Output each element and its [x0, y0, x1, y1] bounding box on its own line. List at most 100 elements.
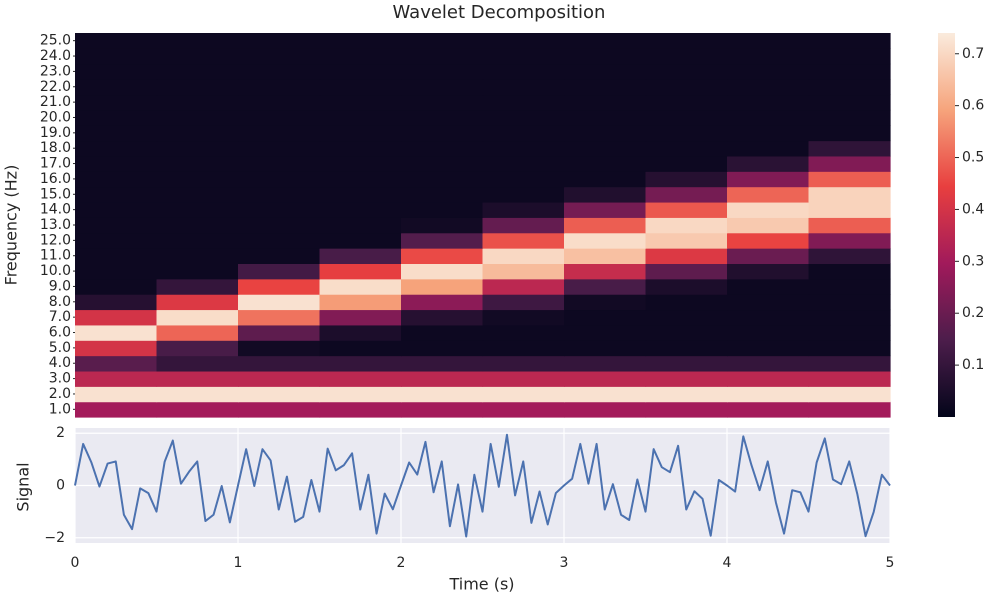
y-tick-label: 12.0 — [40, 232, 71, 248]
heatmap-cell — [401, 370, 484, 387]
y-tick-label: 11.0 — [40, 248, 71, 264]
heatmap-cell — [75, 386, 158, 403]
heatmap-cell — [727, 370, 810, 387]
heatmap-cell — [401, 263, 484, 280]
heatmap-cell — [482, 94, 565, 111]
heatmap-cell — [808, 94, 891, 111]
heatmap-cell — [727, 386, 810, 403]
heatmap-cell — [727, 94, 810, 111]
heatmap-cell — [727, 201, 810, 218]
heatmap-cell — [75, 232, 158, 249]
heatmap-cell — [564, 155, 647, 172]
heatmap-cell — [75, 171, 158, 188]
heatmap-cell — [808, 324, 891, 341]
heatmap-cell — [645, 248, 728, 264]
chart-title: Wavelet Decomposition — [393, 2, 606, 23]
heatmap-cell — [75, 340, 158, 357]
heatmap-cell — [156, 217, 239, 234]
heatmap-cell — [727, 48, 810, 65]
heatmap-cell — [482, 63, 565, 80]
heatmap-cell — [564, 186, 647, 203]
heatmap-cell — [727, 79, 810, 96]
heatmap-cell — [564, 48, 647, 65]
heatmap-cell — [727, 278, 810, 295]
heatmap-cell — [564, 33, 647, 49]
heatmap-cell — [319, 386, 402, 403]
heatmap-cell — [482, 340, 565, 357]
heatmap-cell — [727, 248, 810, 264]
heatmap-cell — [156, 171, 239, 188]
heatmap-cell — [645, 109, 728, 126]
y-tick-label: 20.0 — [40, 109, 71, 125]
colorbar — [938, 33, 955, 417]
y-tick-label: 0 — [56, 478, 65, 494]
heatmap-cell — [238, 401, 321, 418]
colorbar-tick-label: 0.4 — [962, 201, 984, 217]
heatmap-cell — [564, 125, 647, 142]
heatmap-cell — [645, 186, 728, 203]
heatmap-cell — [808, 248, 891, 264]
heatmap-cell — [727, 140, 810, 157]
heatmap-cell — [727, 217, 810, 234]
heatmap-cell — [482, 125, 565, 142]
heatmap-cell — [482, 109, 565, 126]
heatmap-cell — [482, 232, 565, 249]
heatmap-cell — [156, 201, 239, 218]
y-tick-label: 6.0 — [49, 325, 71, 341]
heatmap-cell — [482, 324, 565, 341]
heatmap-cell — [238, 109, 321, 126]
heatmap-cell — [238, 63, 321, 80]
heatmap-cell — [727, 186, 810, 203]
heatmap-cell — [319, 109, 402, 126]
heatmap-cell — [238, 125, 321, 142]
y-tick-label: 16.0 — [40, 171, 71, 187]
heatmap-cell — [564, 294, 647, 311]
y-tick-label: 2 — [56, 425, 65, 441]
heatmap-cell — [75, 263, 158, 280]
y-tick-label: 1.0 — [49, 401, 71, 417]
heatmap-cell — [564, 94, 647, 111]
heatmap-cell — [808, 355, 891, 372]
heatmap-cell — [156, 324, 239, 341]
heatmap-cell — [482, 263, 565, 280]
y-tick-label: 24.0 — [40, 48, 71, 64]
heatmap-cell — [238, 232, 321, 249]
heatmap-cell — [319, 217, 402, 234]
heatmap-cell — [238, 79, 321, 96]
heatmap-cell — [319, 48, 402, 65]
heatmap-cell — [808, 232, 891, 249]
heatmap-cell — [564, 140, 647, 157]
heatmap-cell — [808, 125, 891, 142]
heatmap-cell — [482, 294, 565, 311]
heatmap-cell — [156, 355, 239, 372]
heatmap-cell — [75, 63, 158, 80]
heatmap-cell — [319, 370, 402, 387]
heatmap-cell — [564, 171, 647, 188]
heatmap-cell — [401, 355, 484, 372]
heatmap-cell — [156, 232, 239, 249]
heatmap-cell — [156, 340, 239, 357]
y-tick-label: 23.0 — [40, 63, 71, 79]
heatmap-cell — [564, 370, 647, 387]
y-tick-label: 14.0 — [40, 202, 71, 218]
heatmap-cell — [238, 94, 321, 111]
heatmap-cell — [319, 155, 402, 172]
heatmap-cell — [645, 94, 728, 111]
y-tick-label: 5.0 — [49, 340, 71, 356]
heatmap-cell — [645, 155, 728, 172]
heatmap-cell — [238, 186, 321, 203]
heatmap-cell — [482, 140, 565, 157]
heatmap-cell — [319, 201, 402, 218]
heatmap-cell — [645, 201, 728, 218]
heatmap-cell — [482, 370, 565, 387]
heatmap-cell — [319, 33, 402, 49]
heatmap-cell — [401, 94, 484, 111]
heatmap-cell — [401, 186, 484, 203]
heatmap-cell — [238, 140, 321, 157]
x-tick-label: 4 — [723, 555, 732, 571]
heatmap-cell — [75, 79, 158, 96]
heatmap-cell — [156, 125, 239, 142]
heatmap-cell — [808, 63, 891, 80]
heatmap-cell — [319, 232, 402, 249]
heatmap-cell — [401, 171, 484, 188]
